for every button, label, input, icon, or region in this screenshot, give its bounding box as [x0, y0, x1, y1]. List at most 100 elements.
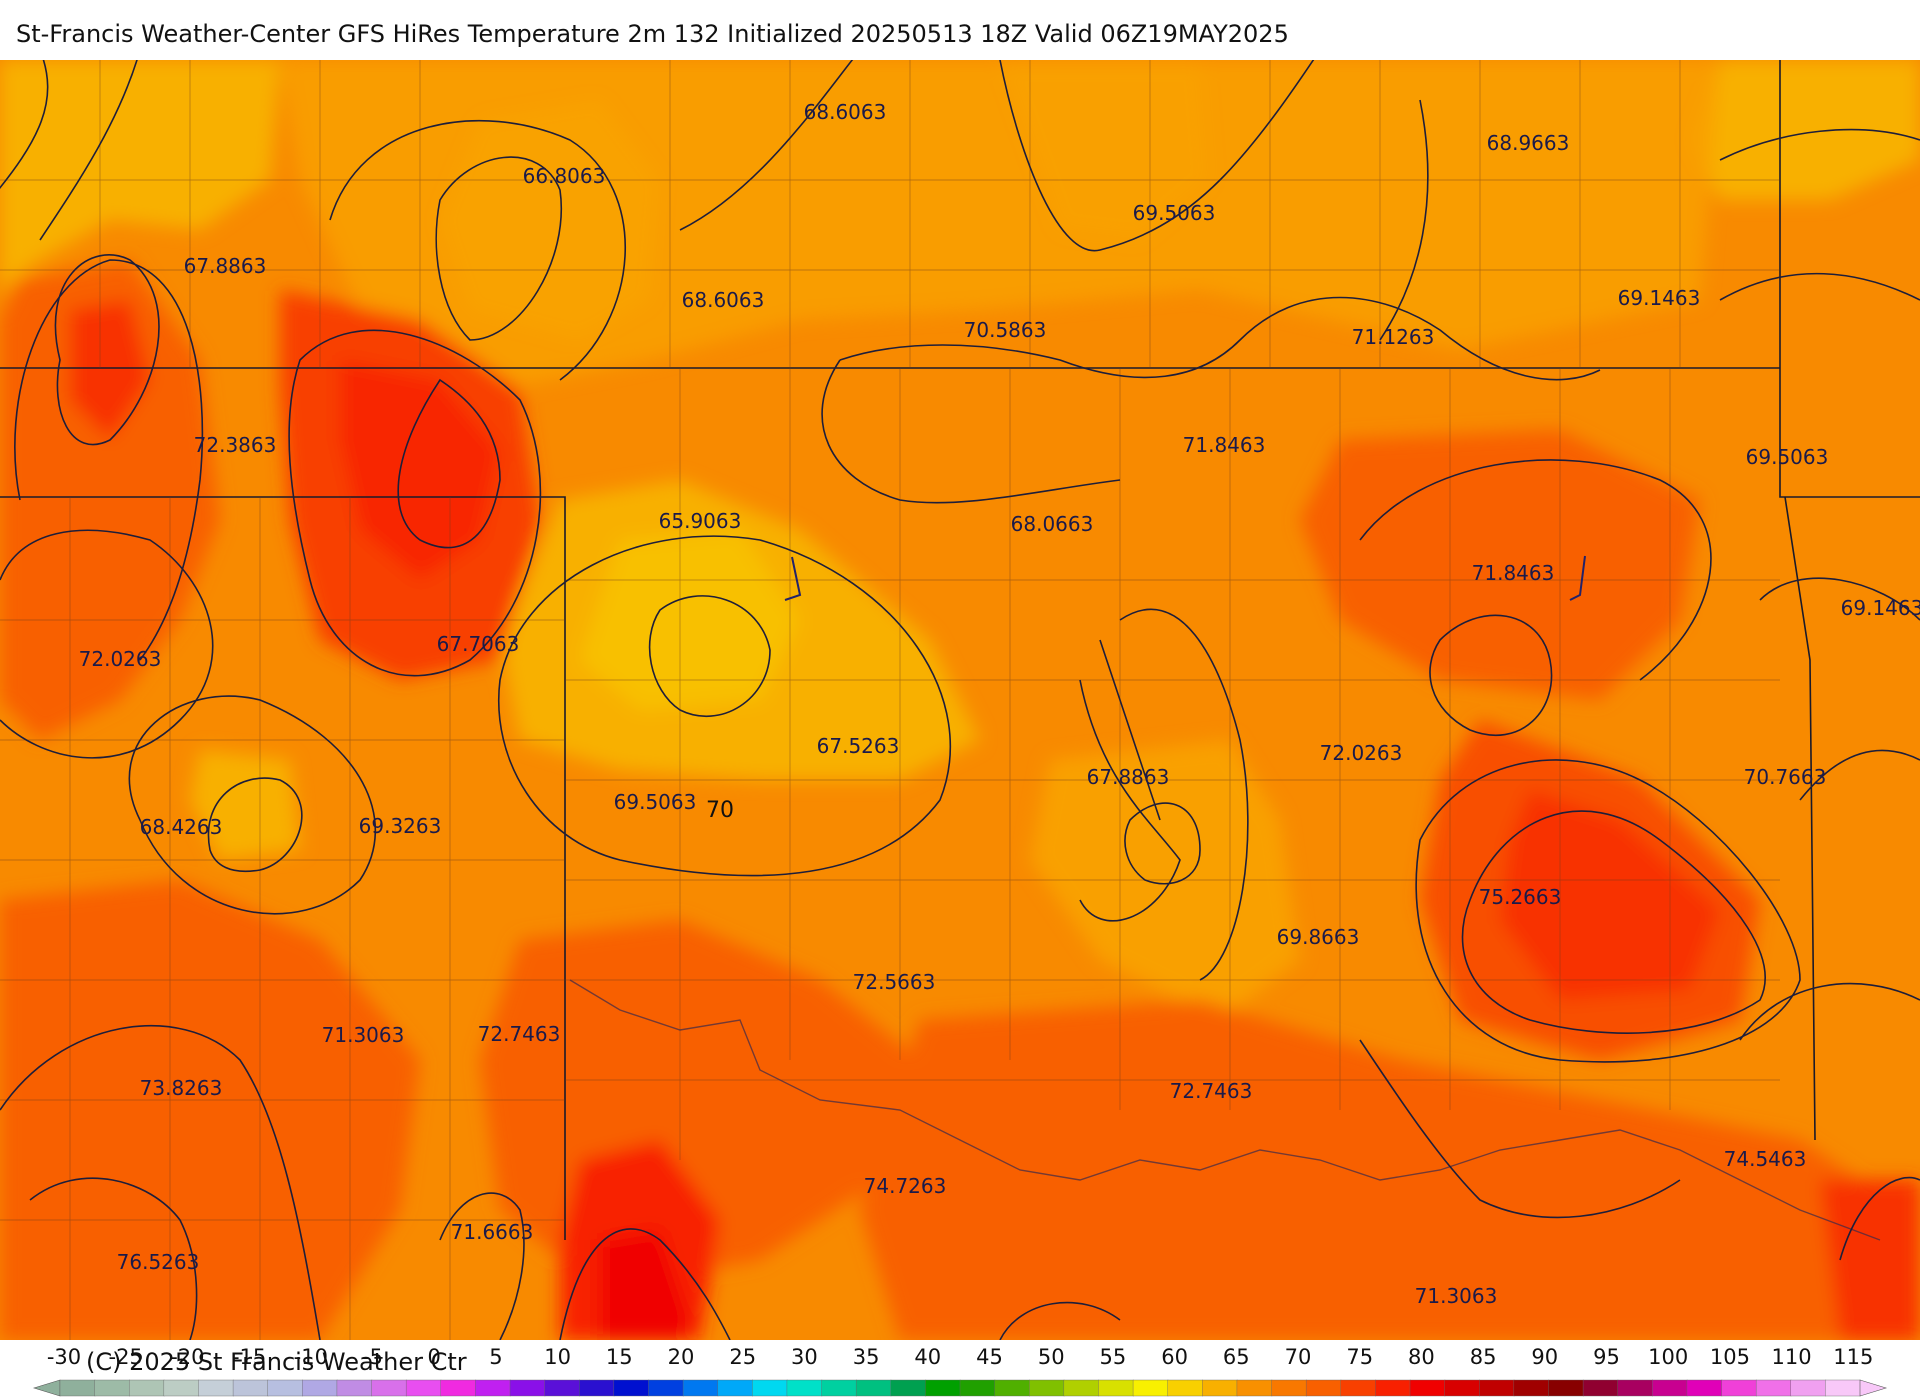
temperature-label: 74.5463: [1724, 1147, 1807, 1171]
temperature-label: 71.8463: [1183, 433, 1266, 457]
color-bar-tick: 10: [544, 1345, 571, 1369]
color-bar-tick: 45: [976, 1345, 1003, 1369]
color-bar-right-arrow: [1859, 1379, 1888, 1397]
temperature-label: 68.6063: [804, 100, 887, 124]
color-bar-cell: [129, 1379, 165, 1397]
temperature-label: 72.7463: [478, 1022, 561, 1046]
cool-zone-northwest: [0, 60, 280, 290]
color-bar-cell: [336, 1379, 373, 1397]
color-bar-cell: [994, 1379, 1030, 1397]
color-bar-cell: [475, 1379, 511, 1397]
color-bar-cell: [1755, 1379, 1792, 1397]
color-bar-tick: 65: [1223, 1345, 1250, 1369]
color-bar-tick: 80: [1408, 1345, 1435, 1369]
warm-zone-west-core: [70, 300, 150, 440]
temperature-label: 72.3863: [194, 433, 277, 457]
color-bar-tick: 100: [1648, 1345, 1688, 1369]
color-bar-cell: [682, 1379, 719, 1397]
color-bar-cell: [1790, 1379, 1827, 1397]
state-border-east-south: [1784, 496, 1816, 1141]
color-bar-cell: [1340, 1379, 1377, 1397]
color-bar: -30 -25 -20 -15 -10 -5 0 5 10 15 20 25 30 35 40 45 50 55 6…: [32, 1345, 1888, 1397]
color-bar-cells: [32, 1379, 1888, 1397]
color-bar-cell: [405, 1379, 442, 1397]
temperature-label: 66.8063: [523, 164, 606, 188]
temperature-label: 75.2663: [1479, 885, 1562, 909]
color-bar-cell: [1444, 1379, 1480, 1397]
color-bar-cell: [1479, 1379, 1515, 1397]
color-bar-tick: 110: [1772, 1345, 1812, 1369]
color-bar-tick: -10: [294, 1345, 328, 1369]
color-bar-cell: [1202, 1379, 1238, 1397]
color-bar-cell: [1617, 1379, 1654, 1397]
color-bar-tick: 55: [1100, 1345, 1127, 1369]
temperature-fill-layer: [0, 60, 1920, 1340]
temperature-label: 69.1463: [1841, 596, 1920, 620]
temperature-label: 71.3063: [1415, 1284, 1498, 1308]
temperature-label: 65.9063: [659, 509, 742, 533]
warm-zone-southeast-core: [1500, 790, 1720, 1000]
temperature-label: 67.7063: [437, 632, 520, 656]
point-labels: 68.6063 68.9663 66.8063 69.5063 67.8863 68.60…: [79, 100, 1920, 1308]
color-bar-cell: [371, 1379, 407, 1397]
wind-barb-center: [784, 556, 802, 601]
color-bar-cell: [786, 1379, 823, 1397]
temperature-label: 68.6063: [682, 288, 765, 312]
color-bar-tick: 40: [914, 1345, 941, 1369]
color-bar-tick: 115: [1833, 1345, 1873, 1369]
color-bar-cell: [544, 1379, 580, 1397]
color-bar-tick: -25: [109, 1345, 143, 1369]
wind-barb-east: [1569, 555, 1586, 601]
color-bar-cell: [1582, 1379, 1619, 1397]
color-bar-cell: [232, 1379, 269, 1397]
color-bar-cell: [717, 1379, 754, 1397]
color-bar-tick: 75: [1346, 1345, 1373, 1369]
temperature-label: 72.0263: [79, 647, 162, 671]
color-bar-tick: 50: [1038, 1345, 1065, 1369]
color-bar-tick: 90: [1531, 1345, 1558, 1369]
color-bar-cell: [59, 1379, 96, 1397]
cool-zone-west-small: [190, 750, 300, 860]
temperature-label: 69.5063: [1746, 445, 1829, 469]
color-bar-cell: [648, 1379, 684, 1397]
temperature-label: 69.5063: [1133, 201, 1216, 225]
color-bar-tick: 105: [1710, 1345, 1750, 1369]
color-bar-cell: [1063, 1379, 1100, 1397]
county-lines: [0, 60, 1780, 1340]
contour-label: 70: [706, 798, 734, 823]
color-bar-cell: [1305, 1379, 1342, 1397]
color-bar-cell: [302, 1379, 338, 1397]
cool-zone-center-core: [580, 530, 800, 710]
wind-barbs: [784, 555, 1586, 601]
temperature-label: 72.0263: [1320, 741, 1403, 765]
temperature-label: 70.5863: [964, 318, 1047, 342]
river: [569, 979, 1881, 1241]
isotherm-contours: [0, 60, 1920, 1340]
temperature-label: 69.8663: [1277, 925, 1360, 949]
temperature-label: 74.7263: [864, 1174, 947, 1198]
color-bar-cell: [1721, 1379, 1757, 1397]
color-bar-cell: [1167, 1379, 1204, 1397]
map-title: St-Francis Weather-Center GFS HiRes Temp…: [16, 20, 1289, 48]
temperature-label: 73.8263: [140, 1076, 223, 1100]
temperature-label: 67.8863: [1087, 765, 1170, 789]
temperature-label: 71.1263: [1352, 325, 1435, 349]
temperature-label: 69.3263: [359, 814, 442, 838]
color-bar-tick: 85: [1470, 1345, 1497, 1369]
temperature-label: 69.5063: [614, 790, 697, 814]
color-bar-tick: 70: [1285, 1345, 1312, 1369]
temperature-label: 72.7463: [1170, 1079, 1253, 1103]
color-bar-cell: [1825, 1379, 1861, 1397]
color-bar-cell: [1236, 1379, 1273, 1397]
temperature-label: 71.8463: [1472, 561, 1555, 585]
state-borders: [0, 60, 1920, 1240]
color-bar-cell: [1098, 1379, 1134, 1397]
color-bar-tick: -20: [170, 1345, 204, 1369]
color-bar-cell: [1409, 1379, 1446, 1397]
color-bar-tick: 0: [428, 1345, 441, 1369]
temperature-label: 68.4263: [140, 815, 223, 839]
color-bar-tick: -15: [232, 1345, 266, 1369]
warm-zone-southeast-edge: [1820, 1180, 1920, 1340]
color-bar-tick: 20: [668, 1345, 695, 1369]
color-bar-cell: [752, 1379, 788, 1397]
